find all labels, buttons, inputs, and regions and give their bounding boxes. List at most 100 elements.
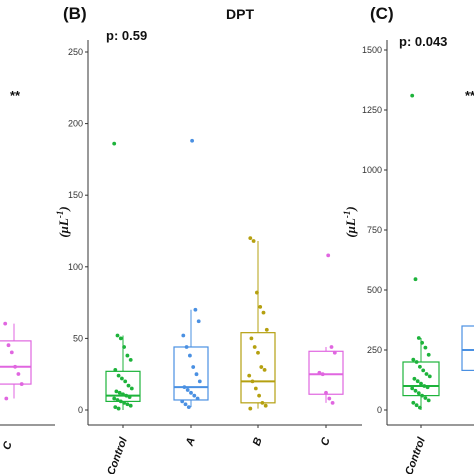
- panel-b-point-a: [194, 372, 199, 377]
- panel-b-point-b: [248, 406, 253, 411]
- panel-b-point-c: [330, 400, 335, 405]
- panel-b-point-control: [128, 357, 133, 362]
- panel-c-y-tick-label: 750: [367, 225, 382, 235]
- panel-c-point-control: [416, 391, 421, 396]
- panel-b-point-a: [188, 353, 192, 358]
- panel-c-point-control: [418, 364, 422, 369]
- panel-b-point-c: [324, 390, 328, 395]
- panel-b-point-b: [251, 239, 256, 243]
- panel-b-point-control: [115, 398, 120, 402]
- panel-c-significance: **: [465, 88, 474, 103]
- panel-c-y-tick-label: 1500: [362, 45, 382, 55]
- panel-b-x-tick-b: B: [251, 436, 265, 448]
- panel-b-x-tick-a: A: [183, 436, 197, 449]
- panel-c-point-control: [423, 396, 428, 400]
- panel-b-y-tick-label: 0: [78, 405, 83, 415]
- panel-c-point-control: [411, 400, 416, 405]
- panel-b-box-c: [308, 350, 344, 395]
- panel-b-point-control: [122, 345, 126, 349]
- panel-c-x-tick-control: Control: [403, 435, 428, 474]
- panel-a-point-c: [9, 350, 14, 355]
- panel-c-point-control: [413, 277, 418, 282]
- panel-a-point-c: [19, 382, 24, 386]
- panel-b-point-a: [195, 396, 200, 401]
- panel-b-point-a: [197, 379, 202, 384]
- panel-b-point-a: [193, 307, 198, 312]
- panel-c-point-control: [411, 357, 416, 362]
- panel-b-point-a: [192, 393, 197, 398]
- panel-c-point-control: [415, 379, 420, 384]
- panel-b-point-control: [125, 353, 130, 358]
- panel-a-point-c: [3, 321, 8, 326]
- panel-b-point-c: [326, 253, 331, 258]
- panel-b-point-b: [261, 310, 266, 315]
- panel-b-point-control: [126, 383, 131, 388]
- panel-b-point-control: [128, 403, 133, 408]
- panel-c-y-tick-label: 1250: [362, 105, 382, 115]
- panel-c-point-control: [422, 384, 427, 388]
- panel-c-point-control: [424, 372, 429, 376]
- panel-c-point-control: [426, 352, 431, 357]
- panel-b-point-control: [121, 392, 125, 397]
- panel-b-point-control: [116, 406, 121, 411]
- panel-b-point-control: [118, 399, 123, 404]
- panel-a: ** C: [0, 88, 55, 451]
- panel-b-point-a: [191, 365, 196, 369]
- panel-b-point-control: [116, 373, 121, 378]
- panel-c-point-control: [416, 336, 421, 340]
- panel-b-point-a: [183, 402, 188, 407]
- panel-c-y-tick-label: 500: [367, 285, 382, 295]
- panel-b-point-a: [190, 138, 195, 143]
- panel-b-point-control: [123, 379, 128, 384]
- panel-b-y-tick-label: 50: [73, 333, 83, 343]
- panel-b-point-control: [113, 405, 118, 410]
- panel-a-point-c: [6, 343, 11, 348]
- panel-c-point-control: [426, 398, 431, 403]
- panel-b-point-b: [258, 304, 263, 309]
- panel-b-point-b: [250, 379, 255, 384]
- panel-b-point-b: [247, 373, 252, 378]
- panel-b-p-value: p: 0.59: [106, 28, 147, 43]
- panel-c-point-control: [413, 388, 418, 393]
- panel-b-point-control: [112, 141, 117, 146]
- panel-b-point-control: [122, 400, 126, 405]
- panel-b-point-b: [262, 368, 267, 372]
- panel-c: (C) p: 0.043 ** (μL-1) 0 250 500 750 1000 125…: [342, 4, 474, 474]
- panel-b-point-b: [248, 236, 253, 241]
- panel-b-letter: (B): [63, 4, 87, 23]
- panel-c-y-tick-label: 1000: [362, 165, 382, 175]
- panel-c-point-control: [418, 405, 422, 410]
- panel-b-point-control: [125, 402, 130, 407]
- panel-a-box-c: [0, 340, 32, 385]
- panel-b-point-control: [124, 393, 129, 398]
- panel-b-point-control: [113, 368, 118, 372]
- panel-b-box-control: [105, 370, 141, 403]
- panel-b-point-a: [186, 405, 191, 410]
- panel-b-point-a: [196, 319, 201, 324]
- panel-b-y-tick-label: 150: [68, 190, 83, 200]
- panel-b-point-b: [260, 400, 265, 405]
- panel-a-significance: **: [10, 88, 21, 103]
- panel-b-point-a: [181, 333, 186, 338]
- panel-b-point-c: [332, 350, 337, 355]
- panel-b-point-a: [182, 385, 187, 389]
- panel-b-x-tick-c: C: [319, 435, 333, 448]
- panel-c-y-axis-label: (μL-1): [342, 206, 358, 237]
- panel-b-point-control: [115, 333, 120, 338]
- panel-b-point-control: [129, 386, 134, 391]
- panel-b-point-a: [184, 345, 189, 349]
- panel-b-x-tick-control: Control: [105, 435, 130, 474]
- panel-b-point-b: [257, 393, 261, 398]
- panel-b-title: DPT: [226, 6, 254, 22]
- panel-b-y-axis-label: (μL-1): [55, 206, 71, 237]
- panel-b-point-c: [320, 372, 325, 377]
- panel-a-point-c: [13, 364, 17, 369]
- panel-b-point-b: [255, 290, 259, 295]
- panel-c-y-tick-label: 250: [367, 345, 382, 355]
- panel-b-point-control: [112, 396, 117, 401]
- panel-b-point-c: [327, 396, 332, 401]
- panel-b-point-a: [185, 388, 190, 392]
- panel-c-box-a: [461, 325, 474, 372]
- panel-b-point-control: [127, 395, 132, 400]
- panel-b-y-tick-label: 250: [68, 47, 83, 57]
